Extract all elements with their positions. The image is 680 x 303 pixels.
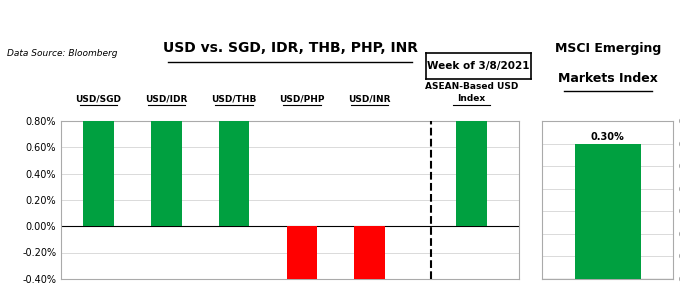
Text: USD/PHP: USD/PHP [279, 94, 324, 103]
Text: ASEAN-Based USD: ASEAN-Based USD [425, 82, 518, 91]
Bar [219, 0, 250, 226]
Text: MSCI Emerging: MSCI Emerging [555, 42, 661, 55]
Text: USD/INR: USD/INR [348, 94, 391, 103]
Text: 0.30%: 0.30% [591, 132, 625, 142]
Text: Index: Index [458, 94, 486, 103]
Text: USD vs. SGD, IDR, THB, PHP, INR: USD vs. SGD, IDR, THB, PHP, INR [163, 41, 418, 55]
Text: USD/THB: USD/THB [211, 94, 257, 103]
Text: USD/SGD: USD/SGD [75, 94, 122, 103]
Bar [456, 0, 487, 226]
Bar [354, 226, 385, 303]
Bar [287, 226, 317, 303]
Bar [151, 0, 182, 226]
Text: USD/IDR: USD/IDR [145, 94, 188, 103]
Text: Markets Index: Markets Index [558, 72, 658, 85]
Text: Data Source: Bloomberg: Data Source: Bloomberg [7, 48, 117, 58]
Bar [83, 0, 114, 226]
Bar [575, 144, 641, 279]
Text: Week of 3/8/2021: Week of 3/8/2021 [428, 61, 530, 71]
